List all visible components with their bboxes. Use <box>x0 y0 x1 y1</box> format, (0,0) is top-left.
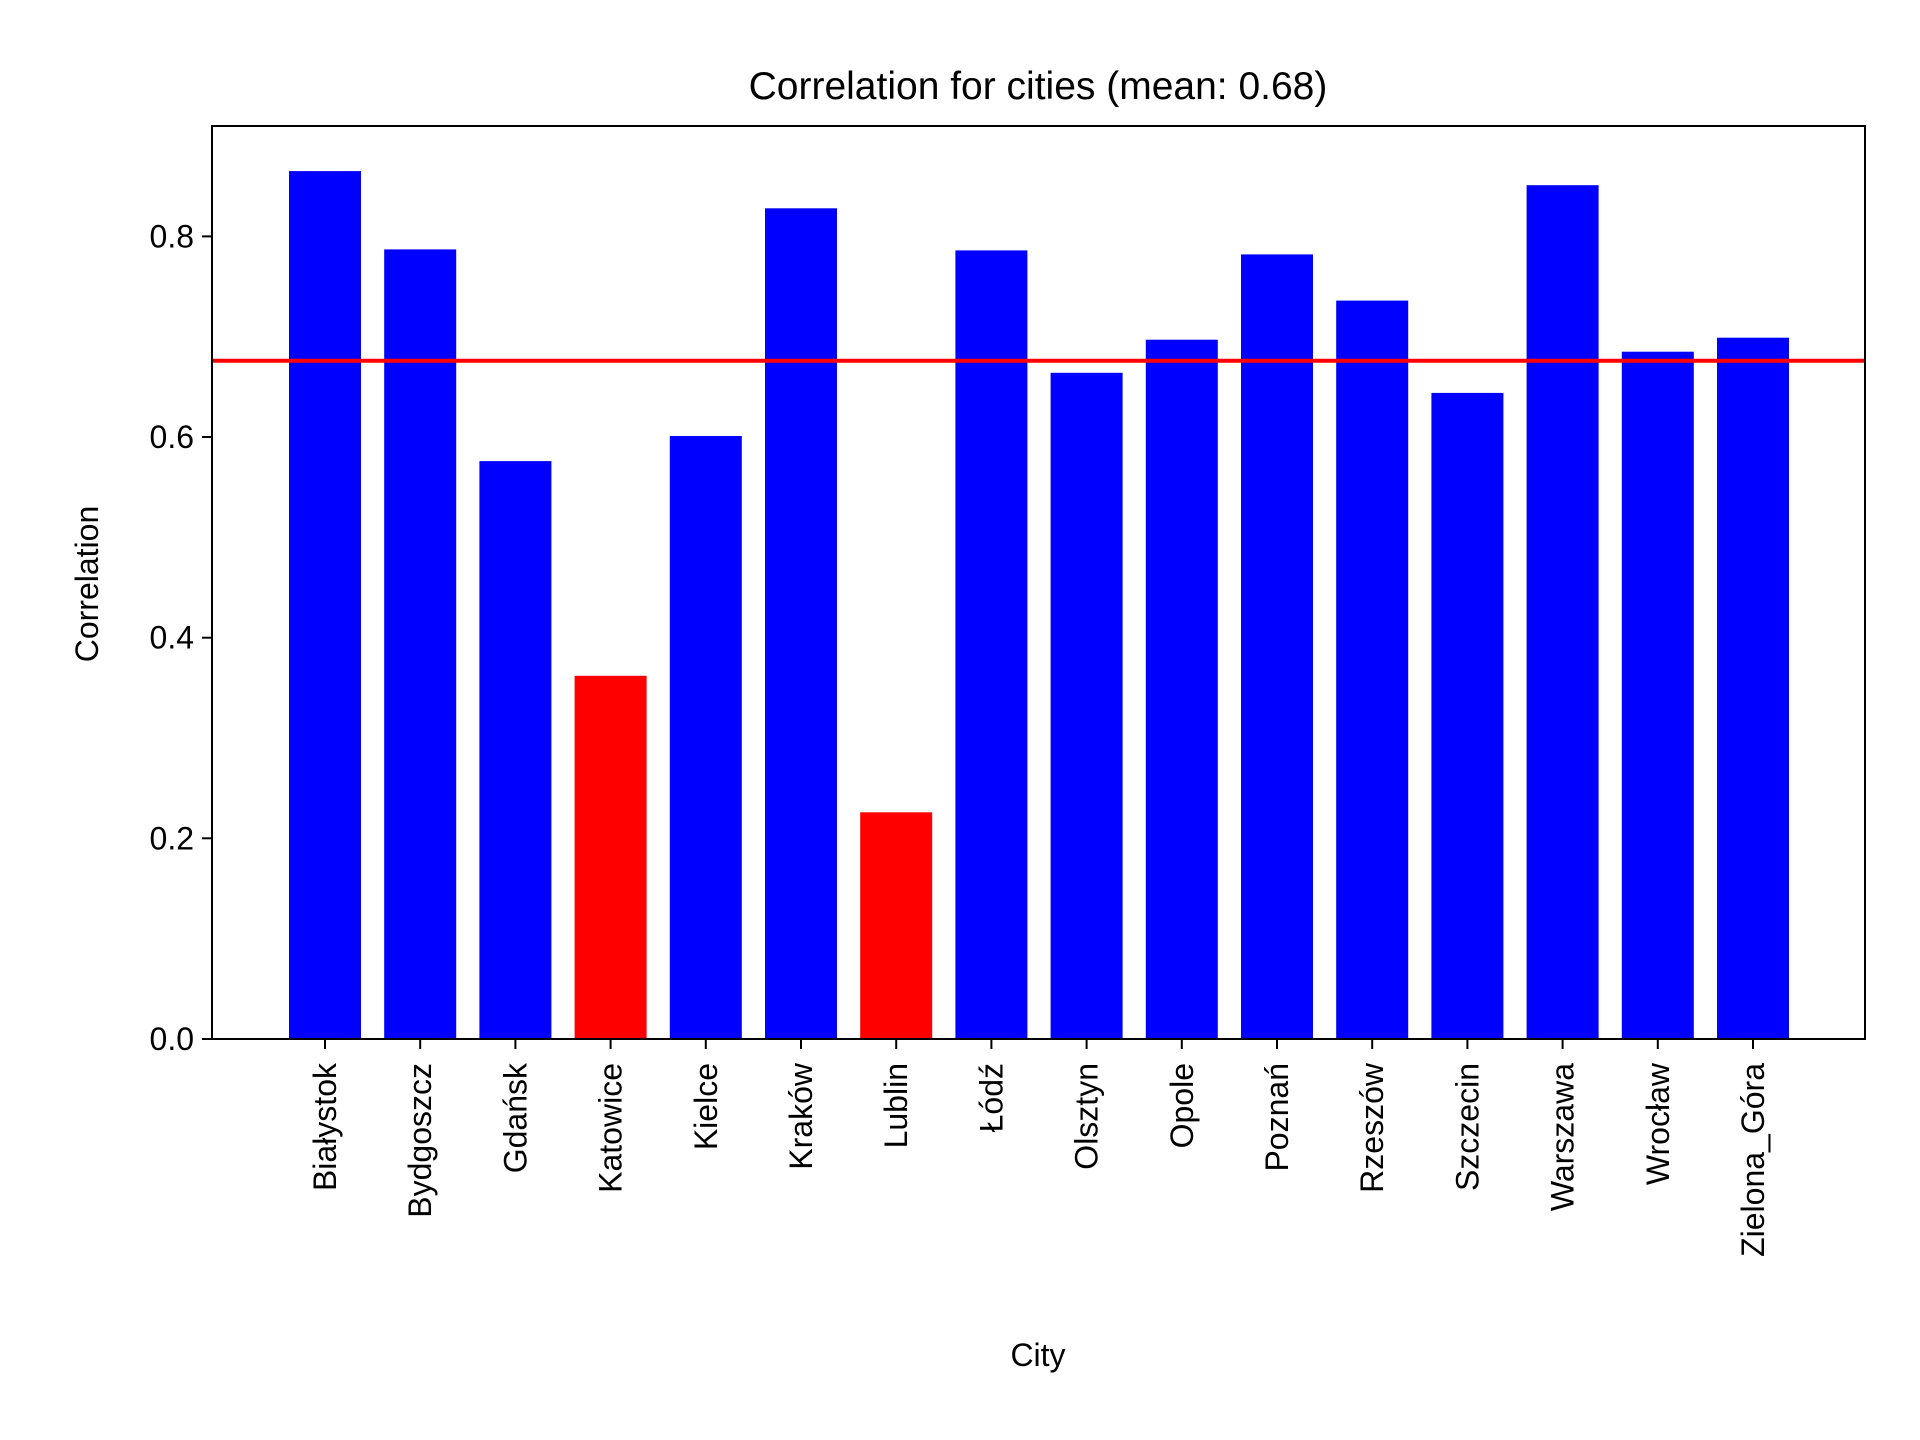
x-tick-label: Wrocław <box>1640 1062 1676 1185</box>
bar-5 <box>669 436 742 1039</box>
bar-11 <box>1241 254 1313 1039</box>
x-tick-label: Rzeszów <box>1354 1062 1390 1193</box>
bar-4 <box>574 675 647 1039</box>
y-tick-label: 0.6 <box>150 419 194 455</box>
x-axis-label: City <box>1010 1337 1065 1373</box>
x-tick-label: Białystok <box>307 1062 343 1191</box>
y-tick-label: 0.0 <box>150 1021 194 1057</box>
x-tick-label: Bydgoszcz <box>402 1063 438 1218</box>
x-tick-label: Warszawa <box>1545 1063 1581 1211</box>
x-tick-label: Katowice <box>593 1063 629 1193</box>
y-axis: 0.0 0.2 0.4 0.6 0.8 <box>150 218 212 1057</box>
chart-title: Correlation for cities (mean: 0.68) <box>749 65 1328 108</box>
plot-frame <box>211 125 1866 1040</box>
x-tick-label: Olsztyn <box>1069 1063 1105 1170</box>
bar-12 <box>1336 300 1409 1040</box>
x-tick-label: Zielona_Góra <box>1735 1063 1771 1257</box>
bar-7 <box>860 812 933 1039</box>
bar-3 <box>479 461 552 1040</box>
bar-16 <box>1717 337 1789 1039</box>
x-tick-label: Szczecin <box>1449 1063 1485 1191</box>
bar-15 <box>1621 351 1694 1039</box>
y-axis-label: Correlation <box>69 506 105 663</box>
x-tick-label: Kraków <box>783 1062 819 1170</box>
x-tick-label: Poznań <box>1259 1063 1295 1172</box>
bar-14 <box>1526 185 1599 1039</box>
bar-9 <box>1050 372 1123 1039</box>
bar-13 <box>1431 392 1504 1039</box>
bar-1 <box>289 171 361 1040</box>
x-axis: Białystok Bydgoszcz Gdańsk Katowice Kielce Kr… <box>307 1039 1771 1257</box>
y-tick-label: 0.4 <box>150 620 194 656</box>
x-tick-label: Opole <box>1164 1063 1200 1148</box>
x-tick-label: Lublin <box>878 1063 914 1148</box>
x-tick-label: Kielce <box>688 1063 724 1150</box>
bars-group <box>289 171 1789 1040</box>
y-tick-label: 0.8 <box>150 218 194 254</box>
y-tick-label: 0.2 <box>150 820 194 856</box>
bar-6 <box>765 208 837 1040</box>
bar-10 <box>1145 339 1218 1039</box>
x-tick-label: Gdańsk <box>497 1062 533 1173</box>
x-tick-label: Łódź <box>973 1063 1009 1132</box>
bar-8 <box>955 250 1028 1039</box>
bar-2 <box>384 249 457 1039</box>
